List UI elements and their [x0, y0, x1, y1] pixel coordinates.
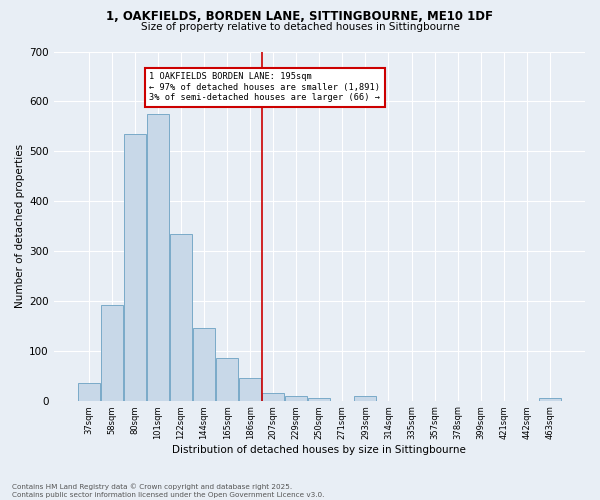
Bar [539, 398, 561, 400]
Bar [101, 305, 123, 400]
Bar [216, 358, 238, 401]
Bar [239, 378, 261, 400]
Bar [262, 393, 284, 400]
Text: Size of property relative to detached houses in Sittingbourne: Size of property relative to detached ho… [140, 22, 460, 32]
Y-axis label: Number of detached properties: Number of detached properties [15, 144, 25, 308]
Bar [170, 234, 192, 400]
Bar [355, 396, 376, 400]
Bar [147, 114, 169, 401]
Text: 1, OAKFIELDS, BORDEN LANE, SITTINGBOURNE, ME10 1DF: 1, OAKFIELDS, BORDEN LANE, SITTINGBOURNE… [107, 10, 493, 23]
Text: Contains HM Land Registry data © Crown copyright and database right 2025.
Contai: Contains HM Land Registry data © Crown c… [12, 484, 325, 498]
Bar [124, 134, 146, 400]
Bar [193, 328, 215, 400]
Bar [286, 396, 307, 400]
Bar [308, 398, 330, 400]
X-axis label: Distribution of detached houses by size in Sittingbourne: Distribution of detached houses by size … [172, 445, 466, 455]
Bar [78, 383, 100, 400]
Text: 1 OAKFIELDS BORDEN LANE: 195sqm
← 97% of detached houses are smaller (1,891)
3% : 1 OAKFIELDS BORDEN LANE: 195sqm ← 97% of… [149, 72, 380, 102]
